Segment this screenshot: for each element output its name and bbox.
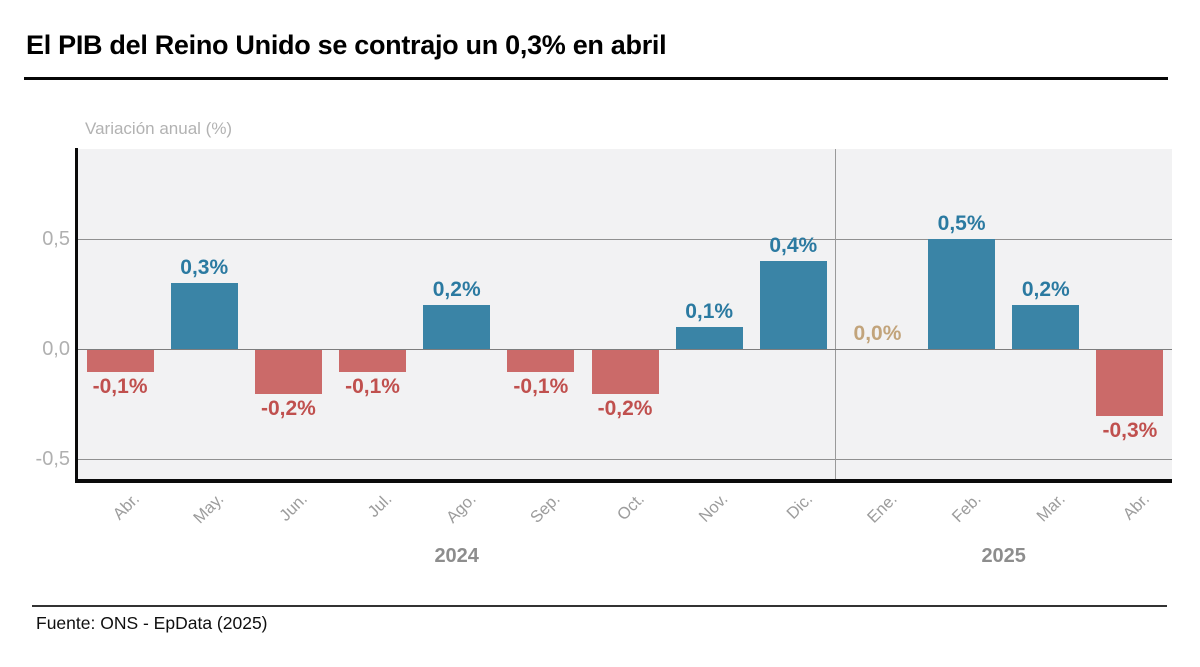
value-label-jul-2024: -0,1% bbox=[345, 374, 400, 398]
title-underline bbox=[24, 77, 1168, 80]
y-axis-line bbox=[75, 148, 78, 482]
value-label-abr-2025: -0,3% bbox=[1102, 418, 1158, 442]
x-axis-line bbox=[75, 479, 1172, 483]
value-label-abr-2024: -0,1% bbox=[92, 374, 148, 398]
gridline--0,5 bbox=[78, 458, 1172, 460]
bar-oct-2024 bbox=[591, 349, 659, 394]
x-tick-label-abr-2024: Abr. bbox=[109, 490, 143, 524]
value-label-oct-2024: -0,2% bbox=[597, 396, 653, 420]
bar-jun-2024 bbox=[254, 349, 322, 394]
value-label-sep-2024: -0,1% bbox=[513, 374, 569, 398]
year-label-2025: 2025 bbox=[981, 545, 1026, 567]
bar-abr-2025 bbox=[1096, 349, 1164, 416]
y-tick-label--0,5: -0,5 bbox=[35, 447, 70, 470]
value-label-may-2024: 0,3% bbox=[180, 255, 229, 279]
bar-ago-2024 bbox=[423, 304, 491, 349]
x-tick-label-dic-2024: Dic. bbox=[783, 490, 817, 523]
bar-nov-2024 bbox=[675, 326, 743, 349]
value-label-dic-2024: 0,4% bbox=[769, 233, 818, 257]
gridline-0,0 bbox=[78, 348, 1172, 350]
bar-mar-2025 bbox=[1012, 304, 1080, 349]
y-tick-label-0,5: 0,5 bbox=[42, 227, 70, 250]
x-tick-label-jun-2024: Jun. bbox=[276, 490, 312, 525]
plot-area bbox=[78, 149, 1172, 481]
page-title: El PIB del Reino Unido se contrajo un 0,… bbox=[26, 30, 667, 60]
source-text: Fuente: ONS - EpData (2025) bbox=[36, 613, 268, 633]
value-label-feb-2025: 0,5% bbox=[937, 211, 986, 235]
x-tick-label-sep-2024: Sep. bbox=[526, 490, 564, 527]
value-label-mar-2025: 0,2% bbox=[1021, 277, 1070, 301]
x-tick-label-abr-2025: Abr. bbox=[1119, 490, 1153, 524]
year-label-2024: 2024 bbox=[434, 545, 479, 567]
x-tick-label-ago-2024: Ago. bbox=[442, 490, 480, 527]
x-tick-label-jul-2024: Jul. bbox=[364, 490, 396, 521]
value-label-ago-2024: 0,2% bbox=[432, 277, 481, 301]
x-tick-label-may-2024: May. bbox=[189, 490, 227, 528]
x-tick-label-mar-2025: Mar. bbox=[1033, 490, 1069, 526]
bar-feb-2025 bbox=[928, 238, 996, 349]
x-tick-label-ene-2025: Ene. bbox=[863, 490, 901, 527]
footer-divider bbox=[32, 605, 1167, 607]
gridline-0,5 bbox=[78, 238, 1172, 240]
value-label-nov-2024: 0,1% bbox=[685, 299, 734, 323]
bar-dic-2024 bbox=[759, 260, 827, 349]
y-tick-label-0,0: 0,0 bbox=[42, 337, 70, 360]
year-divider bbox=[835, 149, 837, 481]
bar-abr-2024 bbox=[86, 349, 154, 372]
x-tick-label-feb-2025: Feb. bbox=[948, 490, 985, 527]
x-tick-label-oct-2024: Oct. bbox=[613, 490, 648, 525]
value-label-jun-2024: -0,2% bbox=[260, 396, 316, 420]
bar-sep-2024 bbox=[507, 349, 575, 372]
value-label-ene-2025: 0,0% bbox=[853, 321, 902, 345]
bar-may-2024 bbox=[170, 282, 238, 349]
bar-jul-2024 bbox=[339, 349, 407, 372]
y-axis-title: Variación anual (%) bbox=[85, 119, 233, 138]
x-tick-label-nov-2024: Nov. bbox=[696, 490, 732, 526]
